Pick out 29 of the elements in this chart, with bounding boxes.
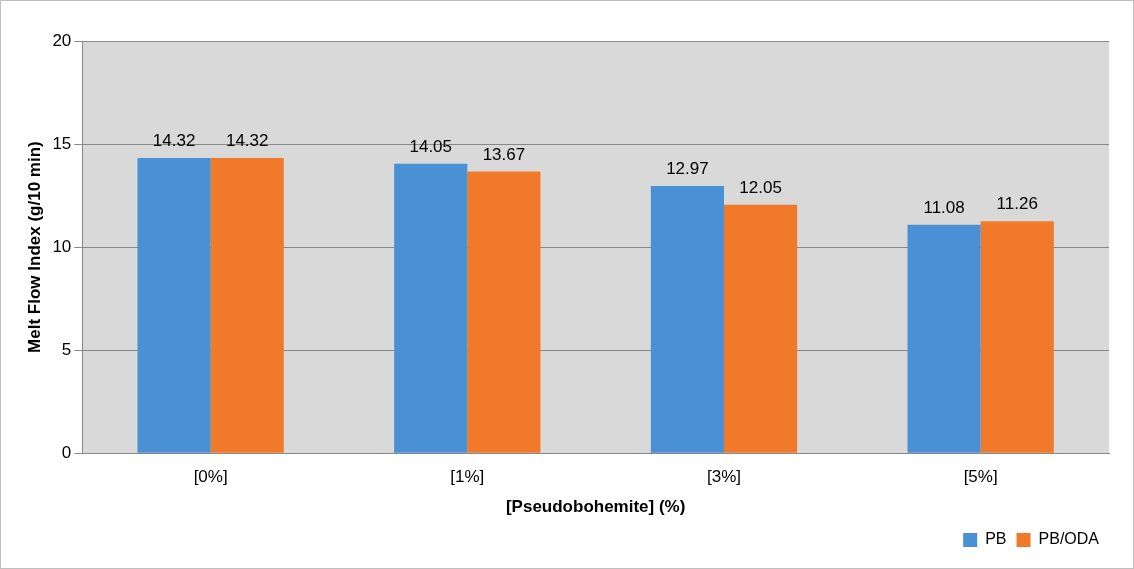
- y-tick-label: 5: [61, 339, 72, 359]
- x-axis-title: [Pseudobohemite] (%): [505, 497, 686, 517]
- bar: [650, 185, 724, 453]
- y-tick-label: 20: [52, 30, 72, 50]
- legend-label: PB: [985, 530, 1007, 548]
- x-tick-label: [0%]: [193, 467, 228, 487]
- x-tick-label: [1%]: [450, 467, 485, 487]
- data-label: 11.08: [923, 198, 965, 218]
- data-label: 13.67: [482, 144, 526, 164]
- bar: [980, 221, 1054, 453]
- y-tick-label: 0: [61, 442, 72, 462]
- y-axis-title: Melt Flow Index (g/10 min): [24, 141, 44, 353]
- legend-label: PB/ODA: [1038, 530, 1100, 548]
- y-tick-label: 15: [52, 133, 72, 153]
- y-tick-label: 10: [52, 236, 72, 256]
- data-label: 14.32: [152, 131, 196, 151]
- data-label: 12.97: [666, 159, 709, 179]
- bar: [394, 163, 468, 453]
- bar: [467, 171, 541, 453]
- x-tick-label: [3%]: [706, 467, 742, 487]
- data-label: 12.05: [739, 178, 782, 198]
- x-tick-label: [5%]: [963, 467, 998, 487]
- bar: [210, 158, 284, 453]
- bar: [907, 224, 981, 453]
- data-label: 14.05: [409, 136, 453, 156]
- data-label: 11.26: [996, 194, 1038, 214]
- bar: [723, 204, 798, 453]
- data-label: 14.32: [225, 131, 269, 151]
- bar: [137, 158, 211, 453]
